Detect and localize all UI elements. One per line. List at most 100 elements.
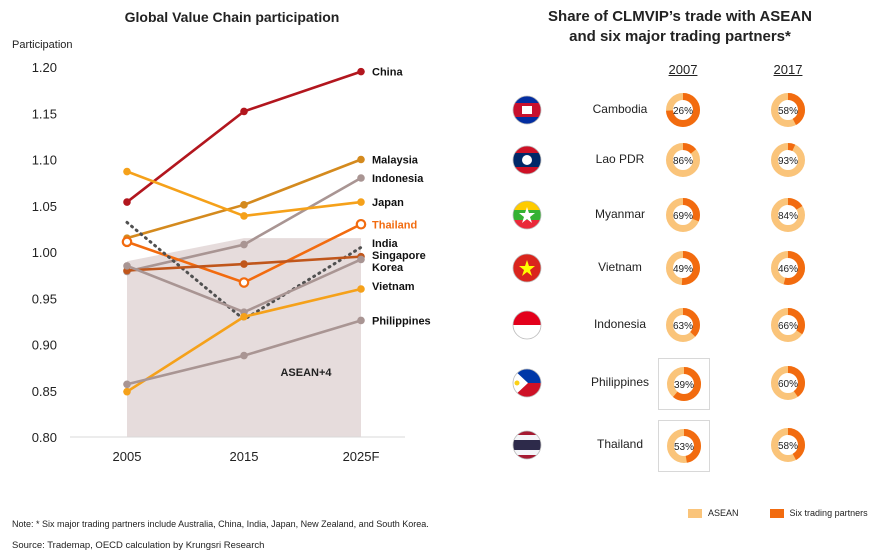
row-lao-pdr: Lao PDR 86% 93% bbox=[490, 135, 870, 185]
y-tick-label: 0.95 bbox=[32, 291, 57, 306]
y-tick-label: 1.20 bbox=[32, 60, 57, 75]
y-tick-label: 1.05 bbox=[32, 199, 57, 214]
series-label-china: China bbox=[372, 67, 403, 79]
donut-label: 53% bbox=[674, 442, 694, 453]
country-name: Myanmar bbox=[594, 207, 645, 221]
donut-label: 63% bbox=[673, 321, 693, 332]
legend: ASEAN Six trading partners bbox=[688, 508, 868, 519]
donut-six-arc bbox=[666, 93, 700, 127]
donut-cambodia-2017: 58% bbox=[763, 85, 813, 135]
series-line-china bbox=[126, 70, 362, 204]
country-name: Vietnam bbox=[598, 260, 642, 274]
donut-six-arc bbox=[771, 93, 805, 127]
point-indonesia bbox=[357, 174, 365, 182]
x-tick-label: 2025F bbox=[343, 449, 380, 464]
donut-six-arc bbox=[667, 429, 701, 463]
donut-six-arc bbox=[666, 308, 700, 342]
flag-philippines-icon bbox=[512, 368, 542, 398]
series-label-malaysia: Malaysia bbox=[372, 155, 419, 167]
donut-six-arc bbox=[771, 143, 805, 177]
donut-label: 84% bbox=[778, 211, 798, 222]
point-china bbox=[123, 198, 131, 206]
donut-philippines-2017: 60% bbox=[763, 358, 813, 408]
flag-cambodia-icon bbox=[512, 95, 542, 125]
point-vietnam bbox=[357, 285, 365, 293]
series-label-japan: Japan bbox=[372, 197, 404, 209]
donut-six-arc bbox=[771, 308, 805, 342]
y-tick-label: 0.85 bbox=[32, 384, 57, 399]
point-philippines bbox=[123, 380, 131, 389]
point-japan bbox=[240, 212, 248, 220]
point-philippines bbox=[240, 351, 248, 360]
legend-swatch-six bbox=[769, 509, 784, 519]
row-cambodia: Cambodia 26% 58% bbox=[490, 85, 870, 135]
point-indonesia bbox=[240, 240, 248, 249]
country-name: Thailand bbox=[596, 437, 644, 451]
donut-label: 58% bbox=[778, 441, 798, 452]
row-vietnam: Vietnam 49% 46% bbox=[490, 243, 870, 293]
year-header-2007: 2007 bbox=[668, 62, 698, 77]
row-indonesia: Indonesia 63% 66% bbox=[490, 300, 870, 350]
point-thailand bbox=[238, 277, 250, 288]
point-china bbox=[357, 67, 365, 76]
country-name: Lao PDR bbox=[595, 152, 645, 166]
right-chart-title: Share of CLMVIP’s trade with ASEAN and s… bbox=[490, 7, 870, 47]
series-label-philippines: Philippines bbox=[372, 315, 431, 327]
y-tick-label: 0.90 bbox=[32, 338, 57, 353]
legend-six: Six trading partners bbox=[789, 508, 868, 518]
point-japan bbox=[123, 167, 131, 176]
legend-swatch-asean bbox=[688, 509, 702, 519]
donut-label: 69% bbox=[673, 211, 693, 222]
donut-six-arc bbox=[667, 367, 701, 401]
series-label-singapore: Singapore bbox=[372, 250, 426, 262]
donut-label: 66% bbox=[778, 321, 798, 332]
donut-indonesia-2017: 66% bbox=[763, 300, 813, 350]
point-vietnam bbox=[123, 387, 131, 396]
flag-vietnam-icon bbox=[512, 253, 542, 283]
point-thailand bbox=[121, 236, 133, 248]
x-tick-label: 2005 bbox=[113, 449, 142, 464]
donut-label: 39% bbox=[674, 380, 694, 391]
donut-thailand-2007: 53% bbox=[658, 420, 710, 472]
row-myanmar: Myanmar 69% 84% bbox=[490, 190, 870, 240]
country-name: Cambodia bbox=[592, 102, 648, 116]
donut-indonesia-2007: 63% bbox=[658, 300, 708, 350]
donut-six-arc bbox=[666, 198, 700, 232]
row-thailand: Thailand 53% 58% bbox=[490, 420, 870, 472]
flag-lao-pdr-icon bbox=[512, 145, 542, 175]
donut-lao-pdr-2007: 86% bbox=[658, 135, 708, 185]
donut-label: 93% bbox=[778, 156, 798, 167]
donut-six-arc bbox=[771, 428, 805, 462]
point-korea bbox=[123, 262, 131, 270]
y-tick-label: 0.80 bbox=[32, 430, 57, 445]
point-singapore bbox=[240, 260, 248, 268]
donut-myanmar-2017: 84% bbox=[763, 190, 813, 240]
series-label-thailand: Thailand bbox=[372, 219, 417, 231]
footnote: Note: * Six major trading partners inclu… bbox=[12, 519, 429, 529]
flag-indonesia-icon bbox=[512, 310, 542, 340]
source-note: Source: Trademap, OECD calculation by Kr… bbox=[12, 540, 265, 551]
point-malaysia bbox=[240, 201, 248, 209]
y-tick-label: 1.15 bbox=[32, 106, 57, 121]
x-tick-label: 2015 bbox=[230, 449, 259, 464]
donut-cambodia-2007: 26% bbox=[658, 85, 708, 135]
series-line-japan bbox=[126, 170, 362, 218]
point-malaysia bbox=[357, 155, 365, 164]
flag-thailand-icon bbox=[512, 430, 542, 460]
year-header-2017: 2017 bbox=[773, 62, 803, 77]
donut-label: 86% bbox=[673, 156, 693, 167]
point-philippines bbox=[357, 316, 365, 325]
country-name: Indonesia bbox=[593, 317, 647, 331]
series-label-korea: Korea bbox=[372, 262, 404, 274]
donut-six-arc bbox=[771, 366, 805, 400]
donut-lao-pdr-2017: 93% bbox=[763, 135, 813, 185]
donut-label: 60% bbox=[778, 379, 798, 390]
shade-label: ASEAN+4 bbox=[280, 367, 332, 379]
donut-label: 58% bbox=[778, 106, 798, 117]
right-title-line2: and six major trading partners* bbox=[569, 28, 791, 45]
gvc-line-chart: Global Value Chain participation Partici… bbox=[12, 9, 431, 464]
point-china bbox=[240, 107, 248, 116]
donut-philippines-2007: 39% bbox=[658, 358, 710, 410]
donut-thailand-2017: 58% bbox=[763, 420, 813, 470]
legend-asean: ASEAN bbox=[708, 508, 739, 518]
